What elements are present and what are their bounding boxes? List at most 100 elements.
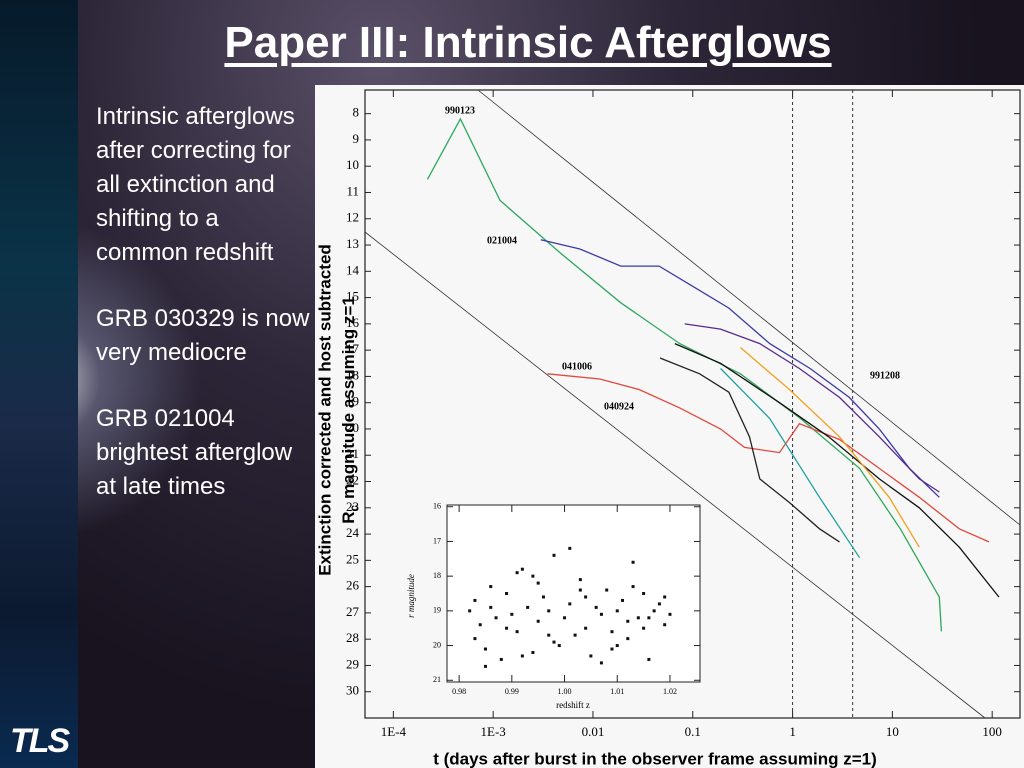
y-tick-label: 9: [353, 131, 360, 146]
y-axis-label-line: Extinction corrected and host subtracted: [315, 244, 334, 576]
point: [636, 616, 640, 620]
light-curve: [674, 343, 1000, 598]
inset-plot: 16 17 18 19 20 21 0.98 0.99 1.00 1.01 1.02: [433, 502, 700, 696]
point: [505, 626, 509, 630]
point: [547, 609, 551, 613]
point: [520, 654, 524, 658]
point: [647, 657, 651, 661]
point: [483, 647, 487, 651]
point: [615, 644, 619, 648]
label-part: magnitude assuming z=1: [339, 296, 358, 499]
point: [547, 633, 551, 637]
point: [599, 661, 603, 665]
logo: TLS: [10, 722, 70, 760]
point: [584, 626, 588, 630]
point: [578, 578, 582, 582]
point: [631, 585, 635, 589]
point: [515, 571, 519, 575]
point: [573, 633, 577, 637]
point: [552, 640, 556, 644]
point: [663, 595, 667, 599]
light-curve: [659, 357, 840, 543]
y-tick-label: 19: [433, 606, 441, 615]
y-tick-label: 16: [433, 502, 441, 511]
x-tick-label: 0.99: [505, 687, 519, 696]
y-tick-label: 23: [346, 499, 359, 514]
y-tick-label: 17: [433, 536, 441, 545]
inset-frame: [446, 504, 701, 683]
light-curve: [720, 368, 861, 559]
point: [526, 605, 530, 609]
x-tick-label: 1.02: [663, 687, 677, 696]
point: [621, 598, 625, 602]
point: [531, 651, 535, 654]
light-curve: [540, 239, 940, 498]
point: [626, 619, 630, 623]
point: [531, 574, 535, 578]
y-tick-label: 21: [346, 446, 359, 461]
point: [468, 609, 472, 613]
point: [515, 630, 519, 634]
inset-y-label: r magnitude: [406, 574, 416, 618]
x-tick-label: 10: [886, 724, 899, 739]
point: [642, 592, 646, 595]
x-tick-label: 1E-3: [481, 724, 506, 739]
y-tick-label: 21: [433, 675, 441, 684]
x-tick-label: 1E-4: [381, 724, 407, 739]
point: [563, 616, 567, 620]
x-tick-label: 0.98: [452, 687, 466, 696]
y-tick-label: 12: [346, 210, 359, 225]
point: [536, 581, 540, 585]
x-tick-label: 100: [982, 724, 1002, 739]
side-strip: [0, 0, 78, 768]
point: [536, 619, 540, 623]
y-tick-label: 29: [346, 656, 359, 671]
y-tick-label: 14: [346, 262, 360, 277]
point: [578, 588, 582, 592]
y-tick-label: 16: [346, 315, 360, 330]
y-tick-label: 13: [346, 236, 359, 251]
point: [520, 567, 524, 571]
bullet-list: Intrinsic afterglows after correcting fo…: [96, 100, 311, 536]
y-tick-label: 8: [353, 105, 360, 120]
x-tick-label: 1: [789, 724, 796, 739]
y-tick-label: 19: [346, 394, 359, 409]
point: [647, 616, 651, 620]
main-plot: 8 9 10 11 12 13 14 15 16 17 18 19 20 21 22 23 24 25 26 27 28…: [346, 90, 1020, 739]
y-tick-label: 30: [346, 683, 359, 698]
point: [510, 612, 514, 616]
point: [615, 609, 619, 613]
series-label: 041006: [562, 361, 592, 372]
series-label: 021004: [487, 235, 517, 246]
point: [541, 595, 545, 599]
x-axis-label: t (days after burst in the observer fram…: [433, 749, 877, 768]
y-tick-label: 15: [346, 289, 359, 304]
inset-x-label: redshift z: [556, 700, 590, 710]
guide-line: [364, 231, 986, 719]
point: [610, 647, 614, 651]
point: [663, 623, 667, 627]
y-tick-label: 17: [346, 341, 360, 356]
y-tick-label: 18: [433, 571, 441, 580]
y-tick-label: 28: [346, 630, 359, 645]
bullet: GRB 021004 brightest afterglow at late t…: [96, 405, 293, 500]
slide-title: Paper III: Intrinsic Afterglows: [224, 18, 832, 67]
point: [505, 592, 509, 595]
x-tick-label: 0.1: [685, 724, 701, 739]
y-tick-label: 18: [346, 367, 359, 382]
point: [626, 637, 630, 641]
y-axis-label-line: Rc magnitude assuming z=1: [339, 296, 361, 524]
guide-line: [477, 89, 1021, 526]
x-tick-label: 1.00: [558, 687, 572, 696]
point: [552, 553, 556, 557]
y-tick-label: 24: [346, 525, 360, 540]
point: [610, 630, 614, 634]
bullet: GRB 030329 is now very mediocre: [96, 305, 310, 366]
point: [568, 546, 572, 550]
point: [557, 644, 561, 648]
y-tick-label: 20: [346, 420, 359, 435]
series-label: 040924: [604, 401, 634, 412]
y-tick-label: 11: [346, 183, 359, 198]
